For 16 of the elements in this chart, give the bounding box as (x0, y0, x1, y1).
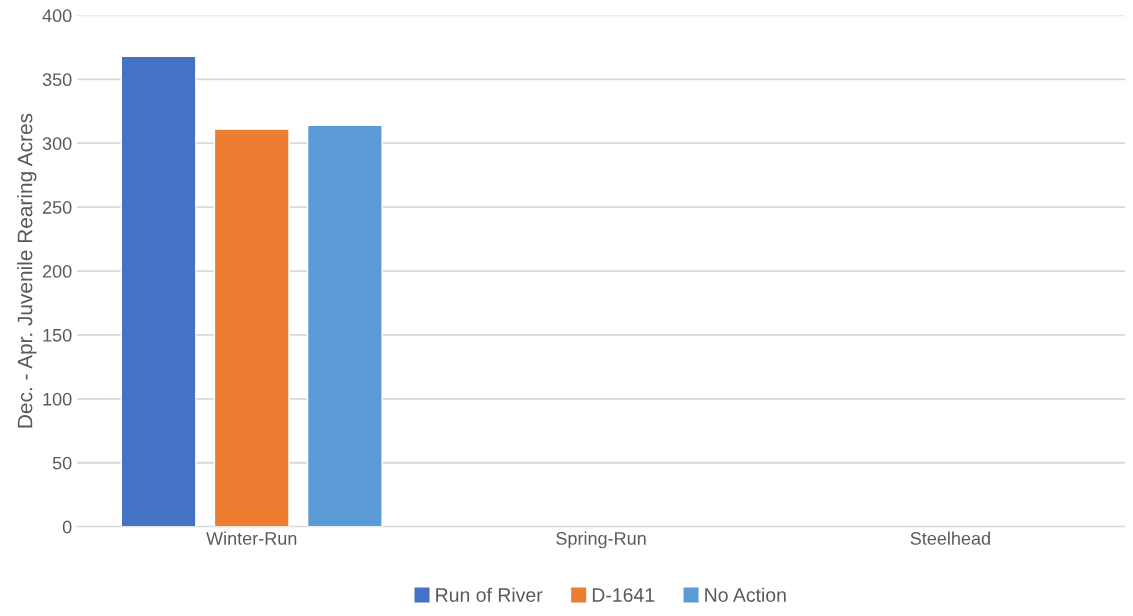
y-tick-label: 350 (42, 73, 72, 87)
x-tick-label: Spring-Run (556, 531, 646, 549)
y-tick-label: 200 (42, 264, 72, 278)
y-tick-label: 100 (43, 392, 72, 406)
y-axis-title: Dec. - Apr. Juvenile Rearing Acres (17, 113, 37, 428)
y-tick-label: 150 (43, 328, 72, 342)
y-tick-label: 0 (62, 520, 72, 534)
y-tick-label: 50 (52, 456, 72, 470)
x-tick-label: Steelhead (910, 531, 990, 545)
y-tick-label: 400 (42, 9, 72, 23)
legend-label: No Action (705, 587, 786, 602)
legend-label: Run of River (436, 587, 543, 602)
x-tick-label: Winter-Run (206, 531, 297, 545)
y-tick-label: 250 (42, 201, 72, 214)
y-tick-label: 300 (42, 137, 72, 150)
legend-label: D-1641 (592, 588, 655, 602)
